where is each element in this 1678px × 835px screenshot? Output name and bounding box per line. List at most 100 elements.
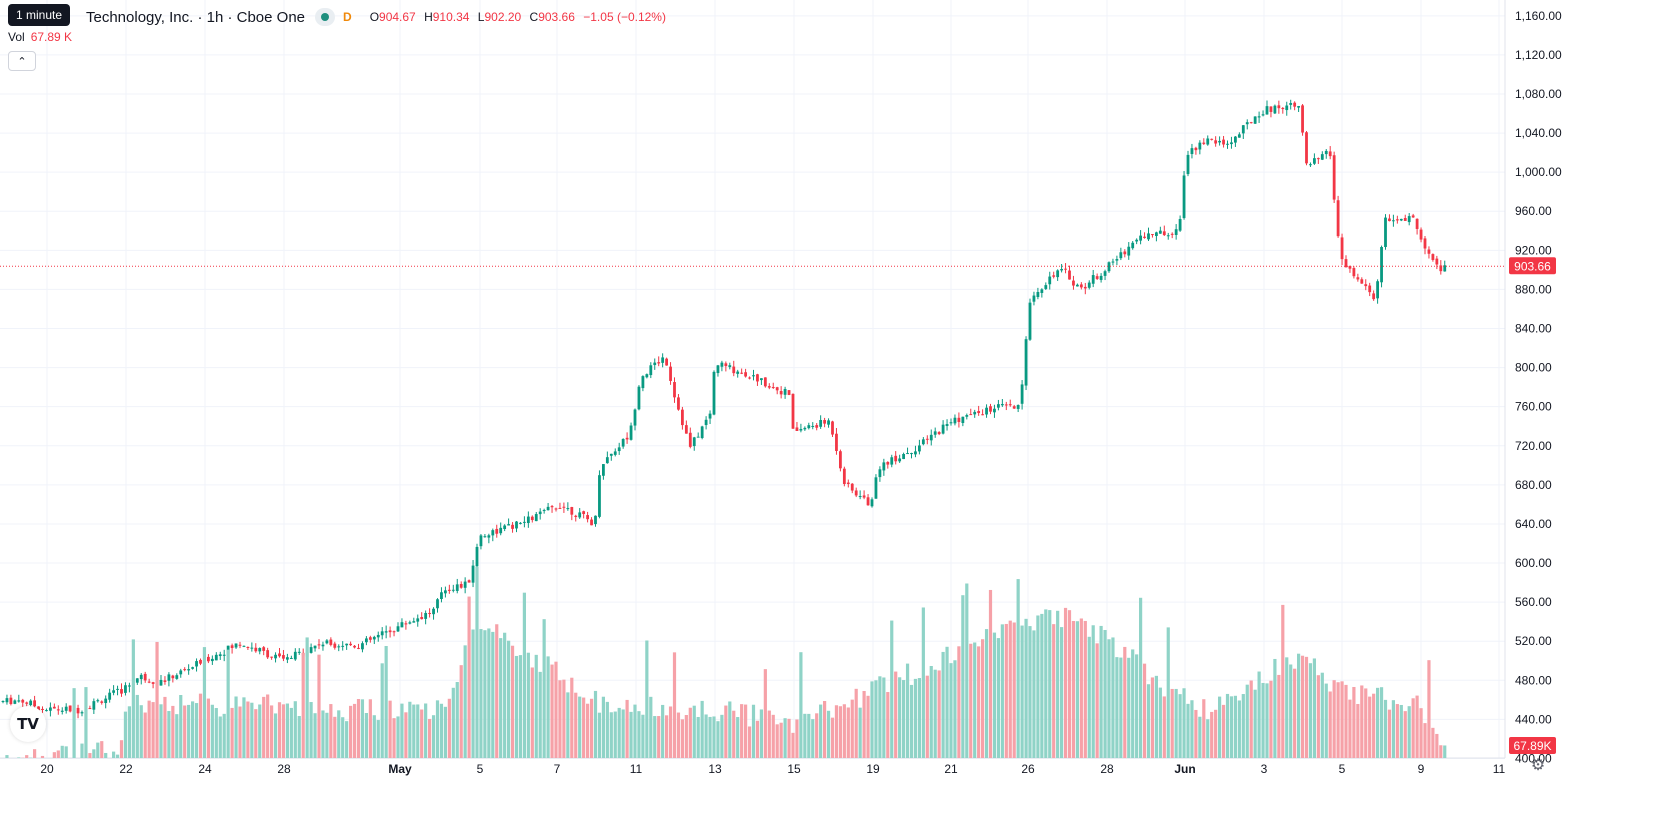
volume-bar [661, 704, 665, 758]
market-status-pill[interactable] [315, 8, 336, 26]
volume-bar [803, 713, 807, 758]
volume-bar [1332, 680, 1336, 758]
candle-up [412, 621, 416, 623]
volume-bar [1032, 630, 1036, 758]
volume-bar [514, 655, 519, 758]
volume-bar [921, 607, 925, 758]
volume-bar [562, 679, 566, 758]
candle-up [471, 565, 475, 583]
volume-bar [491, 631, 495, 758]
exchange-badge[interactable]: D [343, 10, 352, 24]
volume-bar [1340, 681, 1344, 758]
volume-bar [246, 701, 250, 758]
candle-up [1309, 164, 1312, 166]
candle-down [981, 414, 984, 416]
volume-bar [388, 700, 392, 758]
candle-up [1237, 134, 1241, 138]
volume-bar [874, 680, 878, 758]
candle-down [100, 701, 104, 703]
last-price-label: 903.66 [1514, 259, 1551, 273]
volume-bar [1419, 708, 1423, 758]
volume-bar [716, 721, 720, 758]
candle-down [357, 647, 360, 649]
candle-down [1328, 151, 1332, 157]
last-price-badge [1509, 257, 1556, 275]
candle-down [740, 372, 744, 374]
candle-up [408, 622, 412, 624]
candle-up [1048, 276, 1052, 285]
volume-bar [866, 695, 870, 758]
candle-up [728, 365, 732, 368]
candle-up [218, 654, 222, 657]
candle-up [96, 700, 100, 702]
volume-bar [119, 740, 124, 758]
candle-up [503, 525, 507, 530]
volume-bar [858, 707, 862, 758]
candle-up [752, 375, 755, 377]
interval-tooltip: 1 minute [8, 4, 71, 26]
candle-up [432, 608, 435, 615]
volume-bar [96, 742, 100, 758]
candle-down [748, 377, 751, 379]
candle-up [1131, 242, 1135, 249]
symbol-title[interactable]: Technology, Inc. · 1h · Cboe One [86, 8, 306, 26]
volume-bar [1174, 688, 1178, 758]
x-tick-label: 21 [944, 762, 958, 776]
candle-up [827, 420, 830, 425]
settings-gear-icon[interactable]: ⚙ [1530, 757, 1546, 774]
candle-down [1364, 284, 1368, 287]
volume-bar [1237, 700, 1241, 758]
candle-down [854, 490, 858, 496]
candle-down [1143, 236, 1146, 238]
tradingview-logo-icon[interactable]: TV [10, 706, 46, 742]
candle-down [866, 497, 870, 506]
volume-bar [1150, 677, 1155, 758]
x-tick-label: 5 [477, 762, 484, 776]
volume-bar [878, 676, 882, 758]
volume-bar [807, 713, 811, 758]
candle-up [534, 514, 538, 522]
candle-up [578, 512, 582, 518]
collapse-legend-button[interactable]: ⌃ [8, 51, 36, 71]
candle-up [1020, 384, 1024, 404]
volume-bar [1186, 703, 1190, 758]
candle-down [886, 461, 890, 465]
volume-bar [775, 724, 779, 758]
candle-down [681, 409, 684, 426]
volume-bar [1127, 657, 1131, 758]
candle-up [60, 710, 64, 712]
candle-up [1099, 275, 1103, 280]
volume-bar [1052, 624, 1056, 758]
candle-up [483, 536, 487, 538]
volume-bar [787, 718, 791, 758]
candle-down [349, 643, 352, 646]
candle-down [270, 656, 273, 658]
volume-bar [1249, 680, 1253, 758]
candle-up [234, 643, 238, 648]
candle-down [1004, 404, 1008, 406]
volume-bar [242, 697, 246, 758]
volume-bar [957, 646, 961, 758]
candle-up [1324, 150, 1328, 155]
candle-up [929, 434, 933, 441]
volume-bar [222, 713, 226, 758]
candle-up [49, 707, 52, 711]
volume-bar [1008, 620, 1012, 758]
candle-down [266, 650, 270, 658]
volume-bar [281, 704, 286, 758]
volume-bar [546, 656, 550, 758]
candle-down [1079, 284, 1083, 288]
volume-bar [1360, 685, 1364, 758]
candle-up [1044, 285, 1048, 289]
volume-bar [605, 701, 609, 758]
volume-bar [1261, 682, 1265, 758]
candle-up [515, 521, 518, 529]
candle-down [677, 397, 680, 410]
candle-up [1245, 122, 1249, 125]
candle-down [957, 417, 961, 422]
candle-down [791, 393, 795, 429]
candle-down [530, 516, 534, 521]
candle-up [921, 439, 925, 445]
volume-bar [771, 714, 775, 758]
